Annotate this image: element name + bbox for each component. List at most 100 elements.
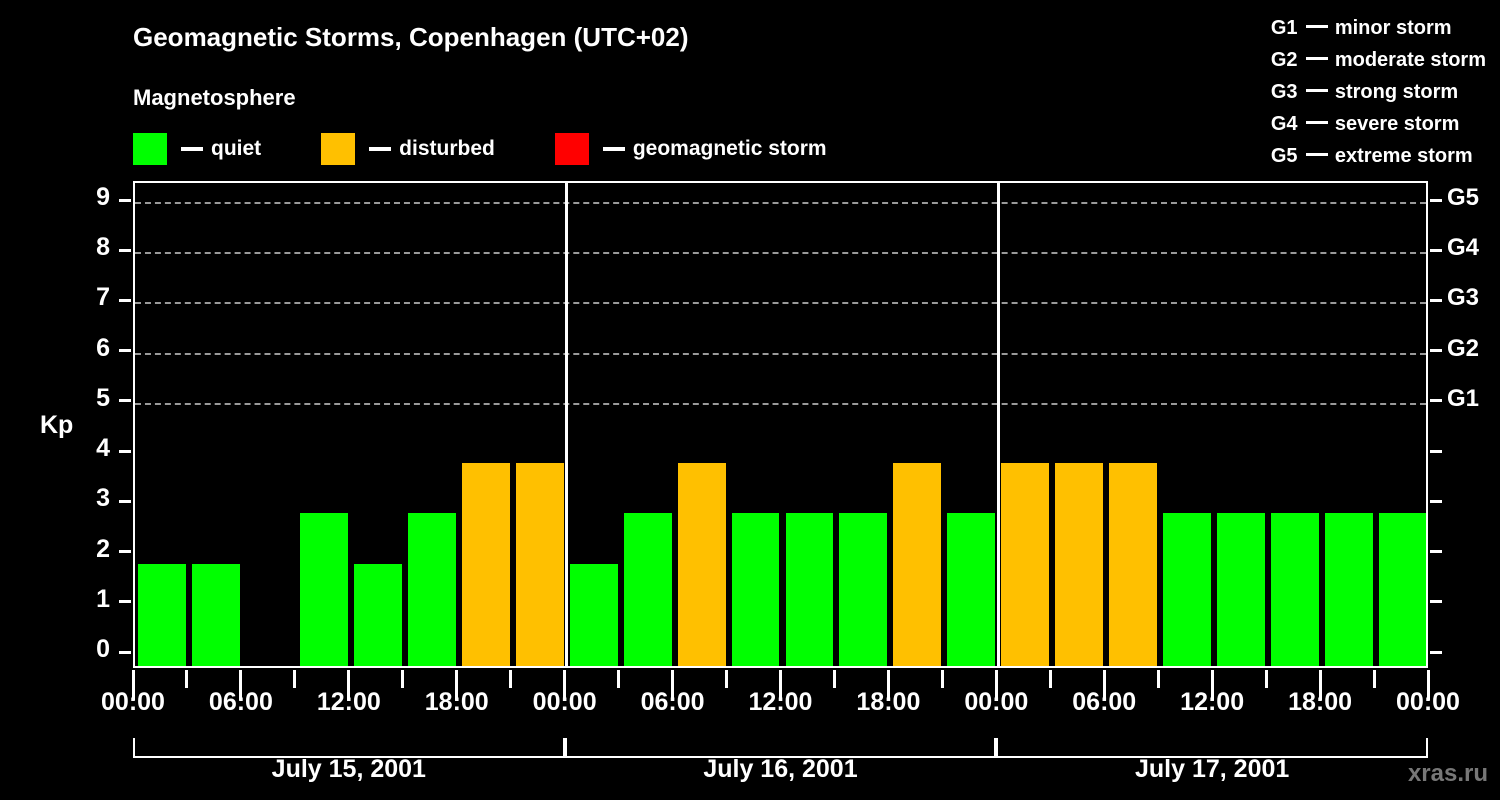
- x-tick-6: [455, 670, 459, 700]
- bar-22: [1325, 513, 1374, 666]
- page-title: Geomagnetic Storms, Copenhagen (UTC+02): [133, 22, 689, 52]
- g-axis-label-g4: G4: [1447, 234, 1480, 262]
- g-axis-label-g1: G1: [1447, 384, 1480, 412]
- bar-13: [839, 513, 888, 666]
- g-minor-tick-3: [1430, 499, 1442, 503]
- date-bracket-0: [133, 738, 565, 758]
- gridline-kp-9: [135, 202, 1426, 204]
- y-tick-label-2: 2: [96, 534, 110, 563]
- g-scale-legend: G1 minor storm G2 moderate storm G3 strong st…: [1271, 12, 1486, 172]
- x-tick-label-9: 06:00: [1072, 688, 1137, 716]
- x-tick-label-2: 12:00: [316, 688, 381, 716]
- date-bracket-1: [564, 738, 997, 758]
- day-separator-2: [996, 183, 1000, 666]
- bar-12: [785, 513, 834, 666]
- bar-17: [1055, 463, 1104, 666]
- g-axis-label-g5: G5: [1447, 184, 1480, 211]
- g-legend-code: G2: [1270, 49, 1298, 71]
- y-tick-label-4: 4: [96, 434, 110, 463]
- g-legend-code: G4: [1270, 113, 1298, 135]
- y-tick-label-9: 9: [96, 183, 110, 211]
- legend-entry-geomagnetic-storm: geomagnetic storm: [554, 133, 827, 165]
- legend-swatch-quiet: [133, 133, 167, 165]
- x-tick-12: [779, 670, 782, 700]
- x-tick-label-11: 18:00: [1288, 688, 1353, 716]
- gridline-kp-6: [135, 352, 1426, 355]
- g-tick-g4: [1430, 248, 1442, 252]
- x-tick-14: [886, 670, 890, 700]
- x-tick-label-7: 18:00: [856, 688, 921, 716]
- x-tick-1: [185, 670, 189, 688]
- legend-entry-quiet: quiet: [133, 133, 261, 165]
- bar-4: [353, 563, 402, 666]
- g-legend-row-g3: G3 strong storm: [1271, 76, 1486, 108]
- bar-21: [1271, 513, 1320, 666]
- g-legend-code: G1: [1270, 17, 1298, 39]
- bar-1: [191, 563, 240, 666]
- g-tick-g5: [1430, 198, 1442, 202]
- bar-19: [1163, 513, 1212, 666]
- g-minor-tick-2: [1430, 550, 1442, 554]
- x-tick-9: [617, 670, 621, 688]
- x-tick-5: [401, 670, 405, 688]
- x-tick-label-3: 18:00: [424, 688, 489, 716]
- x-tick-label-0: 00:00: [101, 688, 165, 716]
- bar-15: [947, 513, 996, 666]
- y-tick-5: [119, 399, 131, 403]
- y-tick-label-8: 8: [96, 233, 110, 262]
- x-tick-20: [1210, 670, 1214, 700]
- x-tick-label-1: 06:00: [208, 688, 273, 716]
- legend-dash-icon: [369, 147, 392, 151]
- x-tick-13: [832, 670, 836, 688]
- bar-11: [731, 513, 780, 666]
- y-tick-label-3: 3: [96, 484, 110, 513]
- g-legend-code: G5: [1270, 145, 1298, 167]
- g-legend-dash-icon: [1305, 88, 1328, 92]
- x-tick-15: [940, 670, 944, 688]
- y-tick-label-5: 5: [96, 383, 110, 412]
- magnetosphere-label: Magnetosphere: [133, 85, 296, 110]
- date-label-0: July 15, 2001: [271, 755, 426, 783]
- plot-area: [135, 183, 1426, 666]
- gridline-kp-7: [135, 302, 1426, 305]
- legend-dash-icon: [602, 147, 625, 151]
- g-legend-row-g5: G5 extreme storm: [1271, 140, 1486, 172]
- legend-entry-disturbed: disturbed: [321, 133, 495, 165]
- x-tick-22: [1318, 670, 1322, 700]
- g-legend-row-g4: G4 severe storm: [1271, 108, 1486, 140]
- g-legend-desc: extreme storm: [1334, 145, 1473, 167]
- x-tick-18: [1102, 670, 1106, 700]
- y-tick-label-6: 6: [96, 333, 110, 362]
- date-label-2: July 17, 2001: [1135, 755, 1290, 783]
- g-minor-tick-0: [1430, 650, 1442, 654]
- g-legend-dash-icon: [1305, 152, 1328, 156]
- g-tick-g3: [1430, 298, 1442, 302]
- color-legend: quiet disturbed geomagnetic storm: [133, 133, 827, 165]
- x-tick-11: [725, 670, 729, 688]
- x-tick-24: [1426, 670, 1430, 700]
- plot-frame: [133, 181, 1428, 668]
- y-tick-1: [119, 600, 131, 604]
- y-tick-8: [119, 248, 131, 252]
- legend-label-geomagnetic-storm: geomagnetic storm: [632, 137, 827, 160]
- g-legend-desc: moderate storm: [1334, 49, 1486, 71]
- date-bracket-2: [996, 738, 1428, 758]
- g-legend-dash-icon: [1305, 56, 1328, 60]
- legend-swatch-geomagnetic-storm: [554, 133, 589, 165]
- g-legend-dash-icon: [1305, 24, 1328, 28]
- bar-14: [893, 463, 942, 666]
- watermark: xras.ru: [1407, 760, 1488, 787]
- x-tick-0: [131, 670, 135, 700]
- gridline-kp-8: [135, 252, 1426, 255]
- legend-label-quiet: quiet: [211, 137, 262, 160]
- x-tick-label-4: 00:00: [532, 688, 597, 716]
- legend-label-disturbed: disturbed: [399, 137, 495, 160]
- y-tick-9: [119, 198, 131, 202]
- g-tick-g1: [1430, 399, 1442, 403]
- g-legend-code: G3: [1270, 81, 1298, 103]
- x-tick-10: [671, 670, 675, 700]
- bar-10: [677, 463, 726, 666]
- g-legend-dash-icon: [1305, 120, 1328, 124]
- bar-18: [1109, 463, 1158, 666]
- x-tick-21: [1264, 670, 1268, 688]
